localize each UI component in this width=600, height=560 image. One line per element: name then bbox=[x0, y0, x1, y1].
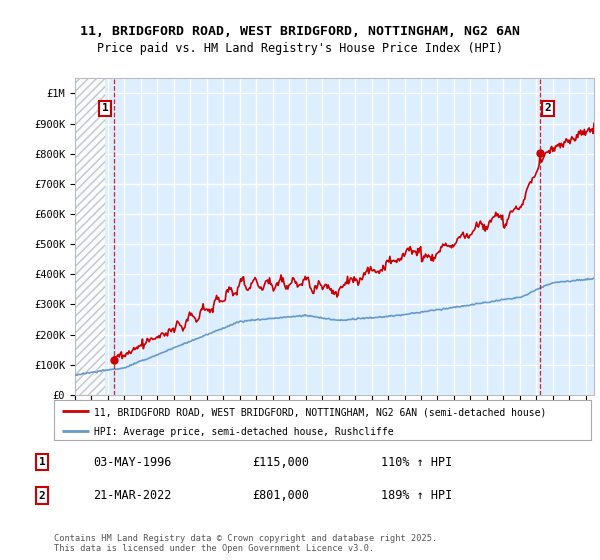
Text: £801,000: £801,000 bbox=[252, 489, 309, 502]
Text: 2: 2 bbox=[545, 104, 551, 114]
Text: 21-MAR-2022: 21-MAR-2022 bbox=[93, 489, 172, 502]
Text: 03-MAY-1996: 03-MAY-1996 bbox=[93, 455, 172, 469]
Text: £115,000: £115,000 bbox=[252, 455, 309, 469]
Text: 11, BRIDGFORD ROAD, WEST BRIDGFORD, NOTTINGHAM, NG2 6AN: 11, BRIDGFORD ROAD, WEST BRIDGFORD, NOTT… bbox=[80, 25, 520, 38]
Text: Price paid vs. HM Land Registry's House Price Index (HPI): Price paid vs. HM Land Registry's House … bbox=[97, 42, 503, 55]
Text: 110% ↑ HPI: 110% ↑ HPI bbox=[381, 455, 452, 469]
Text: 2: 2 bbox=[38, 491, 46, 501]
Text: 11, BRIDGFORD ROAD, WEST BRIDGFORD, NOTTINGHAM, NG2 6AN (semi-detached house): 11, BRIDGFORD ROAD, WEST BRIDGFORD, NOTT… bbox=[94, 407, 547, 417]
Text: Contains HM Land Registry data © Crown copyright and database right 2025.
This d: Contains HM Land Registry data © Crown c… bbox=[54, 534, 437, 553]
Text: 1: 1 bbox=[38, 457, 46, 467]
Bar bbox=[75, 78, 104, 395]
Text: HPI: Average price, semi-detached house, Rushcliffe: HPI: Average price, semi-detached house,… bbox=[94, 427, 394, 437]
Text: 1: 1 bbox=[102, 104, 109, 114]
Text: 189% ↑ HPI: 189% ↑ HPI bbox=[381, 489, 452, 502]
